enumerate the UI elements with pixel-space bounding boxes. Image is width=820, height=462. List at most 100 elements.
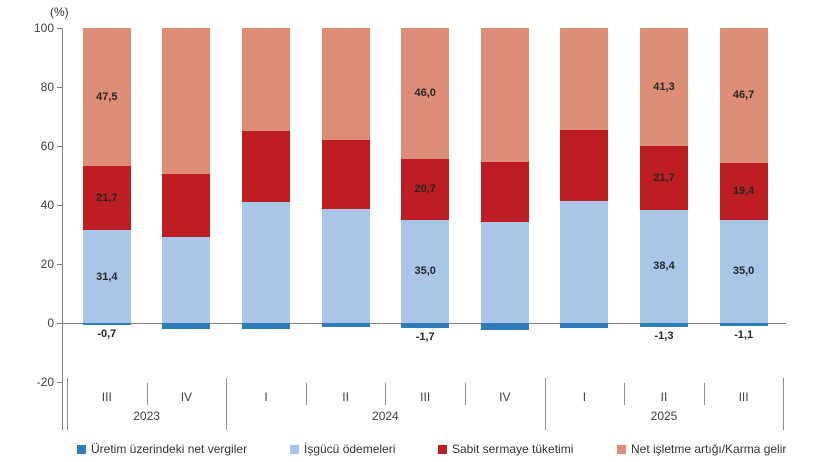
legend-swatch-icon	[77, 444, 86, 454]
legend-item: Üretim üzerindeki net vergiler	[77, 442, 247, 456]
bar-segment-net-vergiler	[480, 323, 529, 330]
data-label-sabit-sermaye: 19,4	[732, 185, 755, 198]
bar-segment-net-isletme-artigi	[162, 28, 211, 175]
x-axis-quarter-label: III	[420, 390, 431, 404]
bar-segment-isgucu-odemeleri	[242, 202, 290, 323]
y-axis-tick-label: 100	[33, 21, 54, 35]
quarter-separator	[385, 383, 387, 405]
bar-segment-isgucu-odemeleri	[401, 219, 450, 323]
bar-segment-net-isletme-artigi	[82, 28, 131, 167]
data-label-isgucu: 35,0	[414, 265, 436, 278]
bar-segment-isgucu-odemeleri	[480, 221, 529, 323]
y-axis-tick-label: 20	[40, 257, 54, 271]
y-axis-line	[62, 28, 63, 430]
bar-segment-sabit-sermaye	[321, 140, 370, 210]
bar-segment-net-vergiler	[719, 323, 768, 327]
year-separator	[783, 378, 785, 430]
bar-segment-net-vergiler	[321, 323, 370, 328]
bar-segment-isgucu-odemeleri	[719, 219, 768, 323]
y-axis-tick	[57, 323, 62, 324]
year-separator	[544, 378, 546, 430]
bar-segment-net-vergiler	[560, 323, 609, 328]
quarter-separator	[624, 383, 626, 405]
data-label-net-isletme: 46,0	[414, 87, 436, 100]
bar-segment-isgucu-odemeleri	[321, 209, 370, 323]
legend-item: İşgücü ödemeleri	[290, 442, 395, 456]
bar-segment-sabit-sermaye	[82, 166, 131, 231]
data-label-net-vergiler: -1,3	[654, 329, 674, 342]
legend-item: Net işletme artığı/Karma gelir	[617, 442, 786, 456]
bar-segment-net-isletme-artigi	[242, 28, 290, 131]
data-label-net-isletme: 41,3	[653, 80, 675, 93]
x-axis-year-label: 2024	[372, 409, 399, 423]
x-axis-year-label: 2025	[650, 409, 678, 423]
y-axis-tick	[57, 205, 62, 206]
data-label-sabit-sermaye: 20,7	[414, 183, 436, 196]
data-label-net-vergiler: -0,7	[97, 328, 117, 341]
data-label-sabit-sermaye: 21,7	[96, 192, 118, 205]
data-label-net-isletme: 46,7	[732, 89, 755, 102]
x-axis-quarter-label: III	[738, 390, 749, 404]
quarter-separator	[465, 383, 466, 405]
x-axis-quarter-label: II	[660, 390, 668, 404]
legend-swatch-icon	[290, 444, 299, 454]
legend-label: İşgücü ödemeleri	[304, 442, 396, 456]
x-axis-quarter-label: II	[342, 390, 349, 404]
bar-segment-sabit-sermaye	[480, 161, 529, 222]
bar-segment-net-isletme-artigi	[321, 28, 370, 141]
quarter-separator	[305, 383, 307, 405]
legend-label: Üretim üzerindeki net vergiler	[91, 442, 248, 456]
x-axis-quarter-label: IV	[499, 390, 511, 404]
bar-segment-net-isletme-artigi	[401, 28, 450, 159]
data-label-isgucu: 38,4	[653, 260, 675, 273]
data-label-net-vergiler: -1,7	[415, 331, 435, 343]
bar-segment-net-isletme-artigi	[719, 28, 768, 163]
x-axis-quarter-label: IV	[180, 390, 193, 404]
year-separator	[67, 378, 68, 430]
bar-segment-isgucu-odemeleri	[640, 209, 688, 323]
data-label-isgucu: 31,4	[96, 270, 118, 283]
bar-segment-net-vergiler	[401, 323, 450, 328]
axis-unit-label: (%)	[50, 5, 69, 19]
legend-swatch-icon	[617, 444, 626, 454]
x-axis-quarter-label: I	[582, 390, 587, 404]
legend-label: Sabit sermaye tüketimi	[452, 442, 574, 456]
bar-segment-net-vergiler	[162, 323, 211, 330]
bar-segment-isgucu-odemeleri	[560, 200, 609, 323]
y-axis-tick-label: 40	[40, 198, 54, 212]
y-axis-tick-label: 80	[40, 80, 54, 94]
y-axis-tick	[57, 28, 62, 29]
legend-item: Sabit sermaye tüketimi	[438, 442, 573, 456]
year-separator	[226, 378, 228, 430]
legend-swatch-icon	[438, 444, 447, 454]
y-axis-tick-label: -20	[36, 375, 54, 389]
y-axis-tick	[57, 264, 62, 265]
data-label-net-vergiler: -1,1	[734, 329, 754, 342]
bar-segment-sabit-sermaye	[162, 174, 211, 237]
bar-segment-isgucu-odemeleri	[162, 236, 211, 323]
x-axis-year-label: 2023	[133, 409, 160, 423]
y-axis-tick	[57, 382, 62, 383]
bar-segment-sabit-sermaye	[401, 158, 450, 220]
data-label-isgucu: 35,0	[732, 265, 755, 278]
data-label-net-isletme: 47,5	[96, 91, 118, 104]
y-axis-tick	[57, 146, 62, 147]
quarter-separator	[703, 383, 705, 405]
x-axis-quarter-label: III	[101, 390, 112, 404]
bar-segment-sabit-sermaye	[719, 162, 768, 220]
legend-label: Net işletme artığı/Karma gelir	[631, 442, 787, 456]
y-axis-tick-label: 0	[47, 316, 54, 330]
bar-segment-net-isletme-artigi	[640, 28, 688, 146]
data-label-sabit-sermaye: 21,7	[653, 171, 675, 184]
bar-segment-net-vergiler	[640, 323, 688, 327]
bar-segment-sabit-sermaye	[242, 130, 290, 203]
bar-segment-net-isletme-artigi	[560, 28, 609, 131]
y-axis-tick	[57, 87, 62, 88]
bar-segment-net-isletme-artigi	[480, 28, 529, 162]
bar-segment-sabit-sermaye	[640, 145, 688, 210]
bar-segment-isgucu-odemeleri	[82, 230, 131, 323]
x-axis-quarter-label: I	[264, 390, 268, 404]
bar-segment-net-vergiler	[82, 323, 131, 326]
bar-segment-sabit-sermaye	[560, 130, 609, 201]
